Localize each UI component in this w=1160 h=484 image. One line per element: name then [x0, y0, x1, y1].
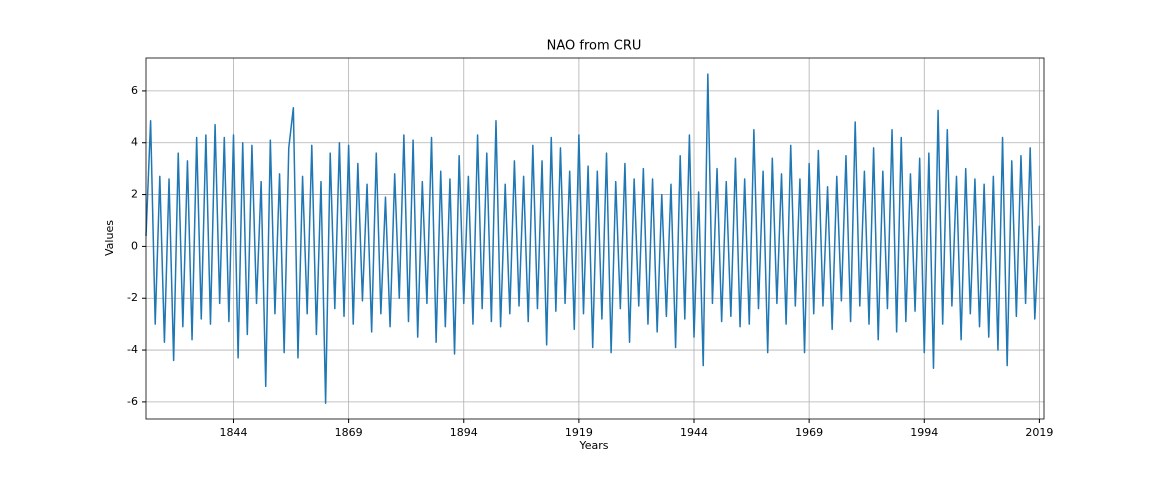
- x-tick-label: 1944: [680, 426, 708, 439]
- x-tick-label: 1844: [219, 426, 247, 439]
- y-axis-label: Values: [103, 220, 116, 256]
- x-tick-label: 2019: [1025, 426, 1053, 439]
- x-tick-label: 1969: [795, 426, 823, 439]
- y-tick-label: -2: [127, 291, 138, 304]
- x-tick-label: 1869: [335, 426, 363, 439]
- x-tick-label: 1894: [450, 426, 478, 439]
- y-tick-label: 2: [131, 188, 138, 201]
- y-tick-label: -4: [127, 343, 138, 356]
- y-tick-label: 0: [131, 239, 138, 252]
- chart-title: NAO from CRU: [547, 39, 642, 54]
- data-line: [145, 73, 1041, 404]
- y-tick-label: -6: [127, 395, 138, 408]
- x-tick-label: 1919: [565, 426, 593, 439]
- y-tick-label: 6: [131, 84, 138, 97]
- y-tick-label: 4: [131, 136, 138, 149]
- x-tick-label: 1994: [910, 426, 938, 439]
- plot-frame: [145, 57, 1045, 420]
- x-axis-label: Years: [578, 439, 608, 452]
